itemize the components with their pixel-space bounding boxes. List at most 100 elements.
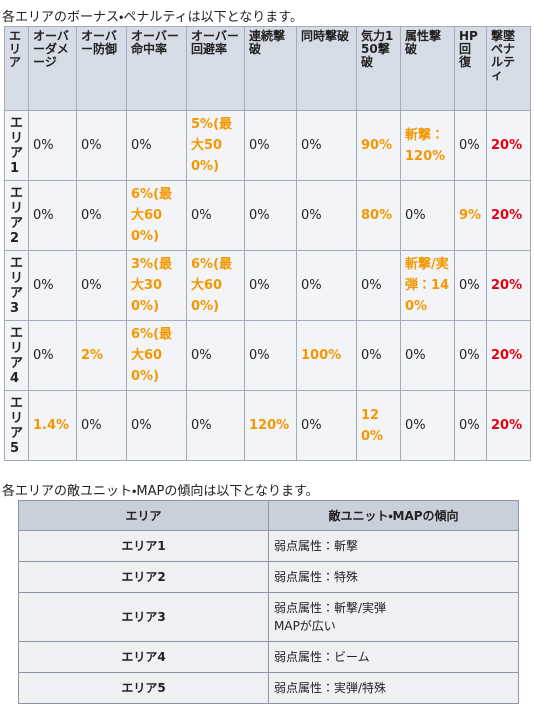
trend-cell: 弱点属性：ビーム: [268, 641, 519, 673]
value-cell: 0%: [454, 390, 488, 461]
area-cell: エリア1: [18, 530, 269, 562]
value-cell: 0%: [28, 180, 78, 251]
value-cell: 0%: [454, 320, 488, 391]
table-row: エリア1 0% 0% 0% 5%(最大500%) 0% 0% 90% 斬撃：120% 0% 20%: [3, 110, 532, 181]
trend-cell: 弱点属性：特殊: [268, 561, 519, 593]
area-cell: エリア4: [3, 320, 30, 391]
header-row: エリア オーバーダメージ オーバー防御 オーバー命中率 オーバー回避率 連続撃破 同時撃破気…: [3, 26, 532, 111]
header-cell: エリア: [18, 500, 269, 531]
value-cell: 0%: [28, 110, 78, 181]
value-cell: 9%: [454, 180, 488, 251]
header-cell: オーバーダメージ: [28, 26, 78, 111]
header-cell: 同時撃破: [296, 26, 358, 111]
value-cell: 3%(最大300%): [126, 250, 188, 321]
value-cell: 20%: [486, 390, 532, 461]
value-cell: 5%(最大500%): [186, 110, 246, 181]
value-cell: 0%: [76, 110, 128, 181]
intro-text: 各エリアの敵ユニット・MAPの傾向は以下となります。: [2, 484, 319, 499]
value-cell: 0%: [400, 390, 456, 461]
trend-line: 弱点属性：斬撃: [274, 539, 359, 553]
table-row: エリア3 弱点属性：斬撃/実弾 MAPが広い: [18, 592, 519, 642]
value-cell: 0%: [186, 320, 246, 391]
value-cell: 0%: [356, 250, 402, 321]
table-row: エリア4 弱点属性：ビーム: [18, 641, 519, 673]
area-cell: エリア4: [18, 641, 269, 673]
value-cell: 0%: [28, 320, 78, 391]
value-cell: 0%: [296, 250, 358, 321]
trend-cell: 弱点属性：斬撃: [268, 530, 519, 562]
table-row: エリア2 弱点属性：特殊: [18, 561, 519, 593]
header-cell: オーバー防御: [76, 26, 128, 111]
header-cell: エリア: [3, 26, 30, 111]
value-cell: 0%: [454, 250, 488, 321]
header-cell: HP回復: [454, 26, 488, 111]
value-cell: 6%(最大600%): [126, 180, 188, 251]
value-cell: 0%: [28, 250, 78, 321]
intro-text: 各エリアのボーナス・ペナルティは以下となります。: [2, 10, 303, 25]
value-cell: 0%: [244, 250, 298, 321]
value-cell: 0%: [244, 320, 298, 391]
header-cell: 属性撃破: [400, 26, 456, 111]
value-cell: 斬撃：120%: [400, 110, 456, 181]
value-cell: 0%: [296, 110, 358, 181]
value-cell: 斬撃/実弾：140%: [400, 250, 456, 321]
value-cell: 0%: [76, 180, 128, 251]
value-cell: 120%: [356, 390, 402, 461]
value-cell: 0%: [244, 110, 298, 181]
value-cell: 0%: [454, 110, 488, 181]
value-cell: 0%: [296, 180, 358, 251]
table-row: エリア1 弱点属性：斬撃: [18, 530, 519, 562]
value-cell: 80%: [356, 180, 402, 251]
header-cell: オーバー回避率: [186, 26, 246, 111]
value-cell: 0%: [76, 250, 128, 321]
value-cell: 20%: [486, 250, 532, 321]
value-cell: 0%: [296, 390, 358, 461]
value-cell: 6%(最大600%): [186, 250, 246, 321]
area-cell: エリア2: [18, 561, 269, 593]
area-cell: エリア2: [3, 180, 30, 251]
value-cell: 20%: [486, 180, 532, 251]
header-cell: 連続撃破: [244, 26, 298, 111]
table-row: エリア5 1.4% 0% 0% 0% 120% 0% 120% 0% 0% 20%: [3, 390, 532, 461]
area-cell: エリア3: [18, 592, 269, 642]
trend-cell: 弱点属性：実弾/特殊: [268, 672, 519, 704]
value-cell: 100%: [296, 320, 358, 391]
value-cell: 6%(最大600%): [126, 320, 188, 391]
value-cell: 0%: [186, 180, 246, 251]
table-row: エリア2 0% 0% 6%(最大600%) 0% 0% 0% 80% 0% 9% 20%: [3, 180, 532, 251]
value-cell: 1.4%: [28, 390, 78, 461]
value-cell: 0%: [400, 180, 456, 251]
value-cell: 0%: [400, 320, 456, 391]
area-cell: エリア3: [3, 250, 30, 321]
value-cell: 120%: [244, 390, 298, 461]
header-cell: オーバー命中率: [126, 26, 188, 111]
header-cell: 敵ユニット・MAPの傾向: [268, 500, 519, 531]
value-cell: 0%: [244, 180, 298, 251]
value-cell: 0%: [126, 110, 188, 181]
trend-line: 弱点属性：斬撃/実弾: [274, 601, 387, 615]
trend-cell: 弱点属性：斬撃/実弾 MAPが広い: [268, 592, 519, 642]
header-cell: 気力150撃破: [356, 26, 402, 111]
value-cell: 0%: [356, 320, 402, 391]
header-cell: 撃墜ペナルティ: [486, 26, 532, 111]
trend-line: 弱点属性：ビーム: [274, 650, 370, 664]
value-cell: 20%: [486, 110, 532, 181]
value-cell: 0%: [186, 390, 246, 461]
trend-line: 弱点属性：実弾/特殊: [274, 681, 387, 695]
area-cell: エリア5: [3, 390, 30, 461]
table-row: エリア3 0% 0% 3%(最大300%) 6%(最大600%) 0% 0% 0% 斬撃/実弾：…: [3, 250, 532, 321]
header-row: エリア 敵ユニット・MAPの傾向: [18, 500, 519, 531]
value-cell: 20%: [486, 320, 532, 391]
table-row: エリア5 弱点属性：実弾/特殊: [18, 672, 519, 704]
value-cell: 0%: [76, 390, 128, 461]
value-cell: 2%: [76, 320, 128, 391]
value-cell: 0%: [126, 390, 188, 461]
table-row: エリア4 0% 2% 6%(最大600%) 0% 0% 100% 0% 0% 0% 20%: [3, 320, 532, 391]
area-cell: エリア5: [18, 672, 269, 704]
area-cell: エリア1: [3, 110, 30, 181]
value-cell: 90%: [356, 110, 402, 181]
trend-table: エリア 敵ユニット・MAPの傾向 エリア1 弱点属性：斬撃 エリア2 弱点属性：特殊 エリ…: [18, 500, 519, 704]
bonus-table: エリア オーバーダメージ オーバー防御 オーバー命中率 オーバー回避率 連続撃破 同時撃破気…: [3, 26, 532, 461]
trend-line: 弱点属性：特殊: [274, 570, 359, 584]
